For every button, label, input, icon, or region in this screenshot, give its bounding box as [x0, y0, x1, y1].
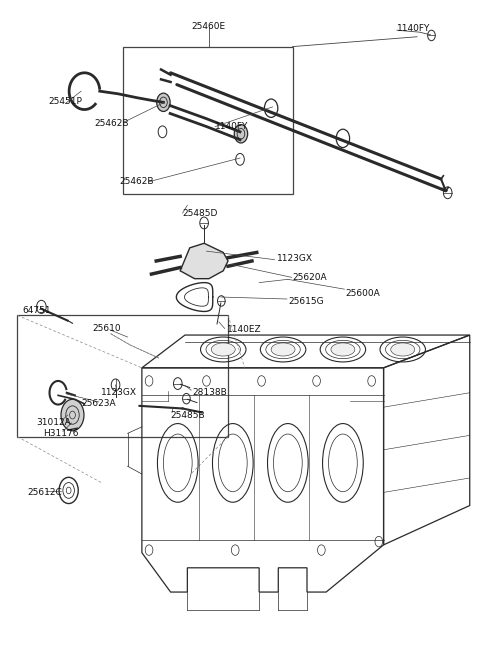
Text: 28138B: 28138B — [192, 388, 227, 397]
Text: 1123GX: 1123GX — [101, 388, 137, 397]
Text: 1123GX: 1123GX — [277, 254, 313, 263]
Ellipse shape — [211, 343, 235, 356]
Ellipse shape — [391, 343, 415, 356]
Text: 1140FY: 1140FY — [215, 122, 249, 131]
Text: 25600A: 25600A — [345, 288, 380, 298]
Text: 31012A: 31012A — [36, 418, 72, 427]
Bar — [123, 47, 293, 194]
Text: 25451P: 25451P — [48, 97, 83, 106]
Text: 25612C: 25612C — [27, 488, 62, 497]
Circle shape — [157, 93, 170, 112]
Ellipse shape — [271, 343, 295, 356]
Text: 25615G: 25615G — [288, 297, 324, 306]
Text: 25610: 25610 — [93, 324, 121, 333]
Text: 25485B: 25485B — [170, 411, 205, 420]
Text: 64751: 64751 — [22, 306, 51, 315]
Text: 25462B: 25462B — [120, 177, 154, 186]
Text: 25623A: 25623A — [81, 399, 116, 409]
Text: 25485D: 25485D — [182, 209, 218, 217]
Text: 25620A: 25620A — [293, 273, 327, 282]
Ellipse shape — [331, 343, 355, 356]
Text: 25462B: 25462B — [94, 119, 129, 128]
Polygon shape — [180, 243, 228, 279]
Circle shape — [61, 399, 84, 431]
Text: 25460E: 25460E — [192, 22, 226, 32]
Text: 1140EZ: 1140EZ — [227, 325, 261, 334]
Text: 1140FY: 1140FY — [397, 24, 431, 33]
Circle shape — [234, 125, 248, 143]
Text: H31176: H31176 — [43, 429, 78, 438]
Bar — [17, 315, 228, 437]
